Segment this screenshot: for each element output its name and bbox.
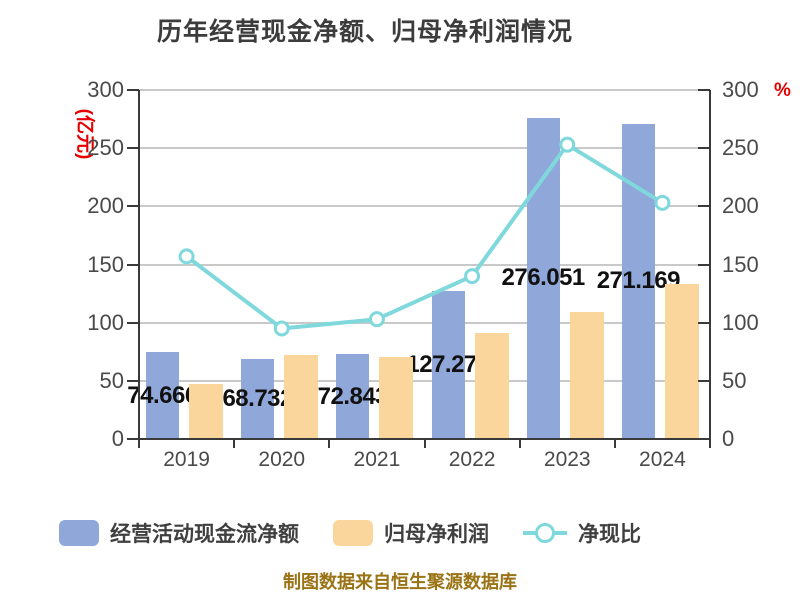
x-tick-mark-0 bbox=[138, 439, 140, 448]
chart-title: 历年经营现金净额、归母净利润情况 bbox=[156, 18, 573, 46]
legend-item-net-profit[interactable]: 归母净利润 bbox=[333, 518, 489, 548]
ratio-line-marker-2020 bbox=[273, 320, 290, 337]
legend-label-operating-cashflow: 经营活动现金流净额 bbox=[110, 523, 299, 546]
x-tick-mark-1 bbox=[233, 439, 236, 448]
y-tick-mark-left-200 bbox=[127, 205, 139, 208]
right-axis-unit-label: % bbox=[774, 80, 791, 101]
y-tick-mark-left-0 bbox=[127, 438, 139, 440]
x-tick-mark-5 bbox=[613, 439, 616, 448]
bar-value-label-2020: 68.732 bbox=[222, 385, 293, 413]
bar-operating-cashflow-2021 bbox=[336, 354, 370, 439]
bar-net-profit-2020 bbox=[284, 355, 319, 439]
x-tick-mark-6 bbox=[709, 439, 711, 448]
y-tick-mark-right-250 bbox=[698, 147, 710, 150]
bar-value-label-2021: 72.843 bbox=[317, 382, 389, 410]
left-axis-unit-label: (亿元) bbox=[74, 108, 95, 160]
y-axis-tick-left-250: 250 bbox=[87, 135, 124, 161]
y-tick-mark-right-200 bbox=[698, 205, 710, 208]
y-axis-tick-right-150: 150 bbox=[722, 251, 759, 277]
y-tick-mark-left-300 bbox=[127, 89, 139, 91]
bar-swatch-orange-icon bbox=[333, 520, 373, 546]
ratio-line-marker-2022 bbox=[464, 268, 481, 285]
bar-net-profit-2021 bbox=[379, 356, 414, 439]
bar-value-label-2023: 276.051 bbox=[501, 264, 586, 292]
data-source-note: 制图数据来自恒生聚源数据库 bbox=[283, 572, 517, 592]
bar-operating-cashflow-2020 bbox=[241, 359, 275, 439]
y-axis-tick-right-0: 0 bbox=[722, 426, 735, 451]
y-tick-mark-right-100 bbox=[698, 321, 710, 324]
gridline-150 bbox=[139, 263, 710, 266]
bar-net-profit-2023 bbox=[569, 312, 604, 439]
x-axis-label-2019: 2019 bbox=[163, 448, 210, 471]
y-tick-mark-left-50 bbox=[127, 379, 139, 382]
y-axis-tick-right-200: 200 bbox=[722, 193, 759, 219]
gridline-250 bbox=[139, 147, 710, 150]
y-axis-tick-right-50: 50 bbox=[722, 367, 747, 393]
y-tick-mark-left-250 bbox=[127, 147, 139, 150]
y-axis-tick-left-300: 300 bbox=[87, 77, 124, 102]
x-tick-mark-4 bbox=[518, 439, 521, 448]
bar-operating-cashflow-2019 bbox=[146, 352, 179, 439]
ratio-line-marker-2023 bbox=[559, 136, 576, 153]
x-tick-mark-3 bbox=[423, 439, 426, 448]
x-axis-label-2020: 2020 bbox=[258, 448, 306, 471]
left-y-axis-line bbox=[138, 90, 140, 439]
y-tick-mark-right-50 bbox=[698, 379, 710, 382]
y-tick-mark-left-100 bbox=[127, 321, 139, 324]
bar-net-profit-2024 bbox=[664, 283, 699, 439]
bar-operating-cashflow-2022 bbox=[431, 290, 465, 439]
y-tick-mark-left-150 bbox=[127, 263, 139, 266]
bar-operating-cashflow-2023 bbox=[526, 117, 560, 439]
gridline-50 bbox=[139, 379, 710, 382]
bar-swatch-blue-icon bbox=[59, 520, 99, 546]
y-axis-tick-right-300: 300 bbox=[722, 77, 759, 102]
y-axis-tick-right-100: 100 bbox=[722, 309, 759, 335]
y-axis-tick-left-0: 0 bbox=[111, 426, 124, 451]
bar-net-profit-2019 bbox=[189, 383, 223, 439]
line-dot-marker-icon bbox=[523, 520, 567, 546]
x-axis-label-2024: 2024 bbox=[639, 448, 686, 471]
bar-net-profit-2022 bbox=[474, 333, 509, 439]
ratio-line-marker-2019 bbox=[178, 248, 195, 265]
gridline-300 bbox=[139, 89, 710, 91]
legend-item-net-cash-ratio[interactable]: 净现比 bbox=[523, 518, 641, 548]
y-tick-mark-right-150 bbox=[698, 263, 710, 266]
x-axis-label-2021: 2021 bbox=[353, 448, 401, 471]
x-tick-mark-2 bbox=[328, 439, 331, 448]
y-axis-tick-left-150: 150 bbox=[87, 251, 124, 277]
y-axis-tick-right-250: 250 bbox=[722, 135, 759, 161]
legend-item-operating-cashflow[interactable]: 经营活动现金流净额 bbox=[59, 518, 299, 548]
x-axis-label-2022: 2022 bbox=[448, 448, 496, 471]
ratio-line-marker-2021 bbox=[368, 311, 385, 328]
gridline-200 bbox=[139, 205, 710, 208]
gridline-100 bbox=[139, 321, 710, 324]
bar-operating-cashflow-2024 bbox=[621, 123, 655, 439]
ratio-line-marker-2024 bbox=[654, 194, 671, 211]
legend-label-net-cash-ratio: 净现比 bbox=[578, 523, 641, 546]
legend: 经营活动现金流净额 归母净利润 净现比 bbox=[0, 518, 800, 548]
ratio-line-path bbox=[184, 142, 665, 331]
legend-label-net-profit: 归母净利润 bbox=[384, 523, 489, 546]
x-axis-label-2023: 2023 bbox=[543, 448, 591, 471]
y-tick-mark-right-300 bbox=[698, 89, 710, 91]
net-cash-ratio-line-series bbox=[178, 136, 671, 337]
y-axis-tick-left-200: 200 bbox=[87, 193, 124, 219]
y-axis-tick-left-50: 50 bbox=[99, 367, 124, 393]
right-y-axis-line bbox=[709, 90, 711, 439]
y-axis-tick-left-100: 100 bbox=[87, 309, 124, 335]
